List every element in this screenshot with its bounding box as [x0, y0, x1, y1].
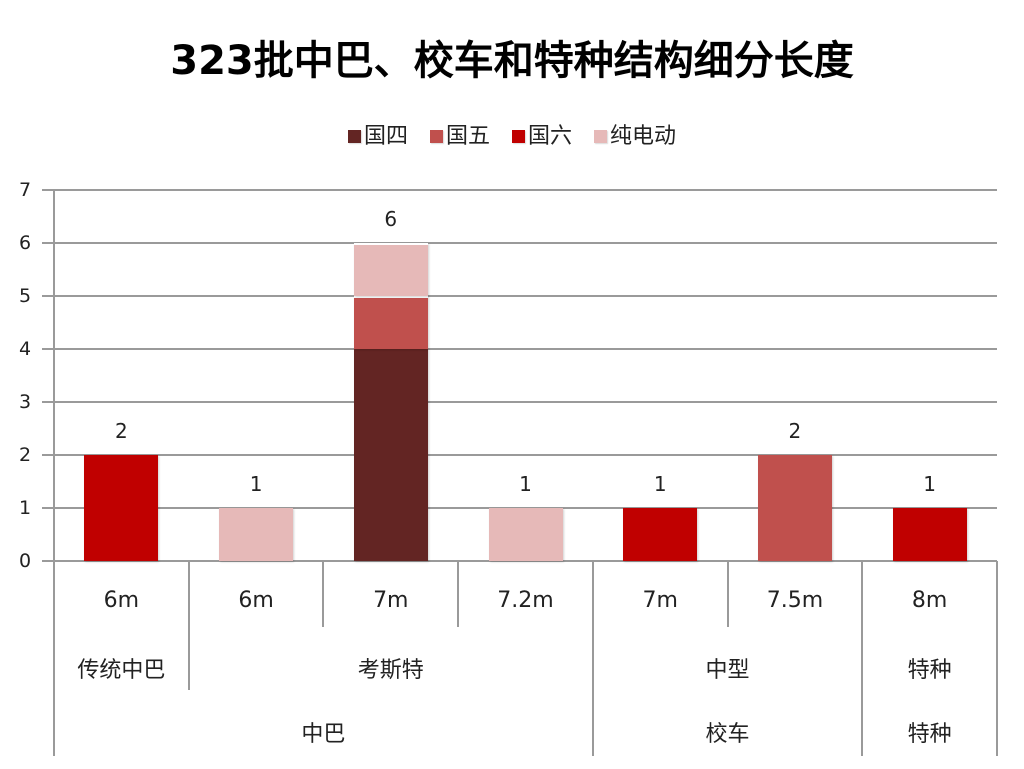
x-supergroup-label: 特种 [907, 722, 952, 747]
x-axis-divider [53, 561, 55, 756]
legend-item-guowu: 国五 [429, 118, 490, 150]
data-label: 2 [788, 419, 802, 443]
x-category-label: 6m [103, 588, 140, 613]
y-tick-label: 0 [18, 550, 32, 572]
legend-label: 国四 [363, 124, 408, 149]
x-group-label: 考斯特 [357, 658, 424, 683]
legend: 国四 国五 国六 纯电动 [0, 118, 1024, 150]
legend-swatch-icon [347, 129, 361, 143]
data-label: 1 [653, 472, 667, 496]
gridline [42, 560, 997, 562]
chart-title: 323批中巴、校车和特种结构细分长度 [170, 38, 854, 84]
x-category-label: 7m [642, 588, 678, 613]
legend-swatch-icon [594, 129, 608, 143]
x-axis-divider [996, 561, 998, 756]
legend-label: 国五 [445, 124, 490, 149]
bar-segment [623, 508, 698, 561]
legend-swatch-icon [512, 129, 525, 143]
y-tick-label: 7 [18, 179, 32, 201]
legend-item-guoliu: 国六 [512, 118, 572, 150]
y-tick-label: 6 [18, 232, 32, 254]
bar-segment [488, 508, 563, 561]
gridline [42, 401, 997, 403]
data-label: 1 [923, 472, 936, 496]
bar-segment [353, 296, 428, 349]
data-label: 6 [384, 207, 398, 231]
y-tick-label: 5 [18, 285, 32, 307]
gridline [42, 189, 997, 191]
legend-item-guosi: 国四 [347, 118, 408, 150]
x-axis-divider [726, 561, 729, 627]
bar-segment [353, 243, 428, 296]
x-category-label: 8m [911, 588, 948, 613]
legend-swatch-icon [429, 129, 443, 143]
bar-segment [219, 508, 294, 561]
gridline [42, 242, 997, 244]
x-supergroup-label: 中巴 [301, 722, 346, 747]
x-category-label: 7m [373, 588, 409, 613]
bar-segment [892, 508, 967, 561]
x-axis-divider [861, 561, 864, 756]
gridline [42, 454, 997, 456]
data-label: 2 [114, 419, 128, 443]
data-label: 1 [519, 472, 532, 496]
x-category-label: 7.5m [766, 588, 824, 613]
x-axis-divider [187, 561, 190, 690]
data-label: 1 [249, 472, 263, 496]
x-group-label: 传统中巴 [77, 658, 166, 683]
legend-label: 纯电动 [610, 124, 677, 149]
legend-label: 国六 [528, 124, 573, 149]
gridline [42, 295, 997, 297]
y-tick-label: 4 [18, 338, 32, 360]
x-axis-divider [322, 561, 325, 627]
legend-item-electric: 纯电动 [594, 118, 676, 150]
y-axis-line [53, 190, 55, 561]
x-axis-divider [591, 561, 594, 756]
x-category-label: 6m [238, 588, 274, 613]
bar-segment [757, 455, 832, 561]
y-tick-label: 2 [18, 444, 32, 466]
gridline [42, 348, 997, 350]
x-category-label: 7.2m [497, 588, 554, 613]
x-group-label: 中型 [705, 658, 750, 683]
bar-segment [84, 455, 159, 561]
y-tick-label: 3 [18, 391, 32, 413]
x-axis-divider [457, 561, 460, 627]
bar-segment [353, 349, 428, 561]
x-supergroup-label: 校车 [705, 722, 750, 747]
x-group-label: 特种 [907, 658, 952, 683]
y-tick-label: 1 [18, 497, 32, 519]
